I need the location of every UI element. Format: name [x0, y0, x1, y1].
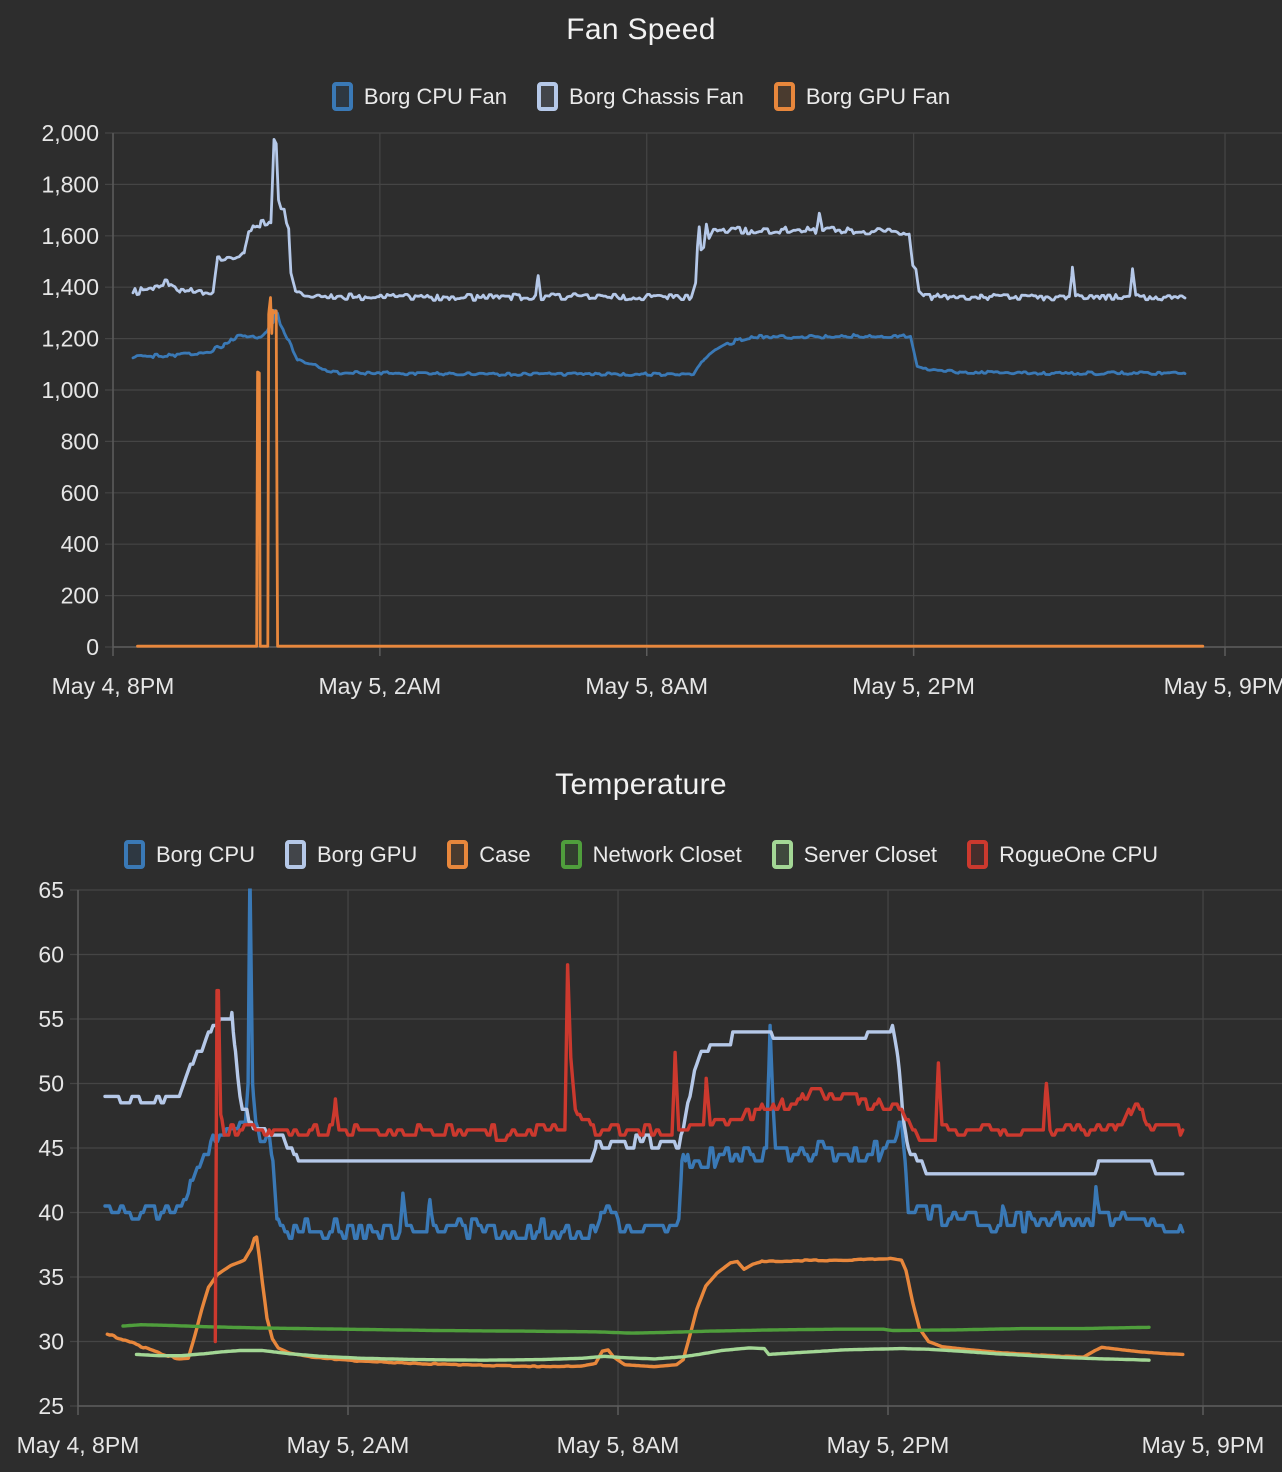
legend-label-server-closet: Server Closet: [803, 841, 938, 867]
y-axis-tick-label: 55: [38, 1006, 64, 1032]
y-axis-tick-label: 0: [86, 634, 99, 660]
y-axis-tick-label: 600: [61, 480, 99, 506]
y-axis-tick-label: 60: [38, 942, 64, 968]
y-axis-tick-label: 1,600: [41, 223, 99, 249]
legend-swatch-server-closet: [771, 840, 793, 869]
legend-item-rogueone-cpu[interactable]: RogueOne CPU: [967, 840, 1158, 869]
legend-item-server-closet[interactable]: Server Closet: [771, 840, 938, 869]
legend-label-rogueone-cpu: RogueOne CPU: [999, 841, 1159, 867]
legend-swatch-borg-gpu: [285, 840, 306, 869]
x-axis-tick-label: May 4, 8PM: [52, 673, 175, 699]
y-axis-tick-label: 40: [38, 1200, 64, 1226]
x-axis-tick-label: May 4, 8PM: [17, 1432, 140, 1458]
fan-speed-chart-legend: Borg CPU Fan Borg Chassis Fan Borg GPU Fan: [0, 82, 1282, 111]
legend-label-network-closet: Network Closet: [592, 841, 742, 867]
y-axis-tick-label: 1,800: [41, 171, 99, 197]
x-axis-tick-label: May 5, 2PM: [852, 673, 975, 699]
legend-item-borg-cpu-fan[interactable]: Borg CPU Fan: [331, 82, 507, 111]
legend-label-borg-gpu-fan: Borg GPU Fan: [805, 83, 951, 109]
legend-swatch-borg-gpu-fan: [773, 82, 795, 111]
legend-swatch-borg-chassis-fan: [536, 82, 558, 111]
legend-item-borg-chassis-fan[interactable]: Borg Chassis Fan: [536, 82, 744, 111]
temperature-chart-title: Temperature: [555, 768, 727, 801]
y-axis-tick-label: 1,400: [41, 274, 99, 300]
legend-item-borg-cpu[interactable]: Borg CPU: [123, 840, 255, 869]
legend-label-case: Case: [479, 841, 531, 867]
y-axis-tick-label: 2,000: [41, 120, 99, 146]
legend-item-borg-gpu[interactable]: Borg GPU: [285, 840, 417, 869]
temperature-chart-legend: Borg CPU Borg GPU Case Network Closet Server…: [0, 840, 1282, 869]
legend-swatch-rogueone-cpu: [967, 840, 989, 869]
y-axis-tick-label: 45: [38, 1135, 64, 1161]
y-axis-tick-label: 50: [38, 1071, 64, 1097]
legend-swatch-borg-cpu-fan: [331, 82, 353, 111]
legend-swatch-network-closet: [560, 840, 582, 869]
y-axis-tick-label: 25: [38, 1393, 64, 1419]
legend-swatch-case: [447, 840, 469, 869]
series-line-borg-gpu: [103, 1010, 1185, 1176]
x-axis-tick-label: May 5, 9PM: [1164, 673, 1282, 699]
legend-item-network-closet[interactable]: Network Closet: [560, 840, 742, 869]
series-line-borg-cpu-fan: [131, 308, 1187, 377]
legend-item-case[interactable]: Case: [447, 840, 531, 869]
y-axis-tick-label: 1,000: [41, 377, 99, 403]
x-axis-tick-label: May 5, 9PM: [1142, 1432, 1265, 1458]
series-line-borg-cpu: [103, 888, 1185, 1240]
y-axis-tick-label: 65: [38, 877, 64, 903]
legend-item-borg-gpu-fan[interactable]: Borg GPU Fan: [773, 82, 951, 111]
y-axis-tick-label: 400: [61, 531, 99, 557]
series-line-case: [105, 1235, 1185, 1369]
y-axis-tick-label: 1,200: [41, 326, 99, 352]
y-axis-tick-label: 30: [38, 1329, 64, 1355]
legend-swatch-borg-cpu: [123, 840, 145, 869]
x-axis-tick-label: May 5, 8AM: [585, 673, 708, 699]
legend-label-borg-gpu: Borg GPU: [317, 841, 418, 867]
x-axis-tick-label: May 5, 2AM: [287, 1432, 410, 1458]
y-axis-tick-label: 200: [61, 583, 99, 609]
series-line-server-closet: [134, 1346, 1151, 1362]
legend-label-borg-chassis-fan: Borg Chassis Fan: [568, 83, 744, 109]
fan-speed-chart-title: Fan Speed: [566, 13, 716, 46]
x-axis-tick-label: May 5, 8AM: [557, 1432, 680, 1458]
y-axis-tick-label: 800: [61, 428, 99, 454]
legend-label-borg-cpu-fan: Borg CPU Fan: [363, 83, 507, 109]
series-line-network-closet: [121, 1323, 1151, 1335]
legend-label-borg-cpu: Borg CPU: [155, 841, 255, 867]
series-line-borg-chassis-fan: [131, 138, 1187, 302]
x-axis-tick-label: May 5, 2AM: [319, 673, 442, 699]
series-line-rogueone-cpu: [213, 963, 1185, 1344]
y-axis-tick-label: 35: [38, 1264, 64, 1290]
series-line-borg-gpu-fan: [136, 296, 1205, 648]
x-axis-tick-label: May 5, 2PM: [827, 1432, 950, 1458]
